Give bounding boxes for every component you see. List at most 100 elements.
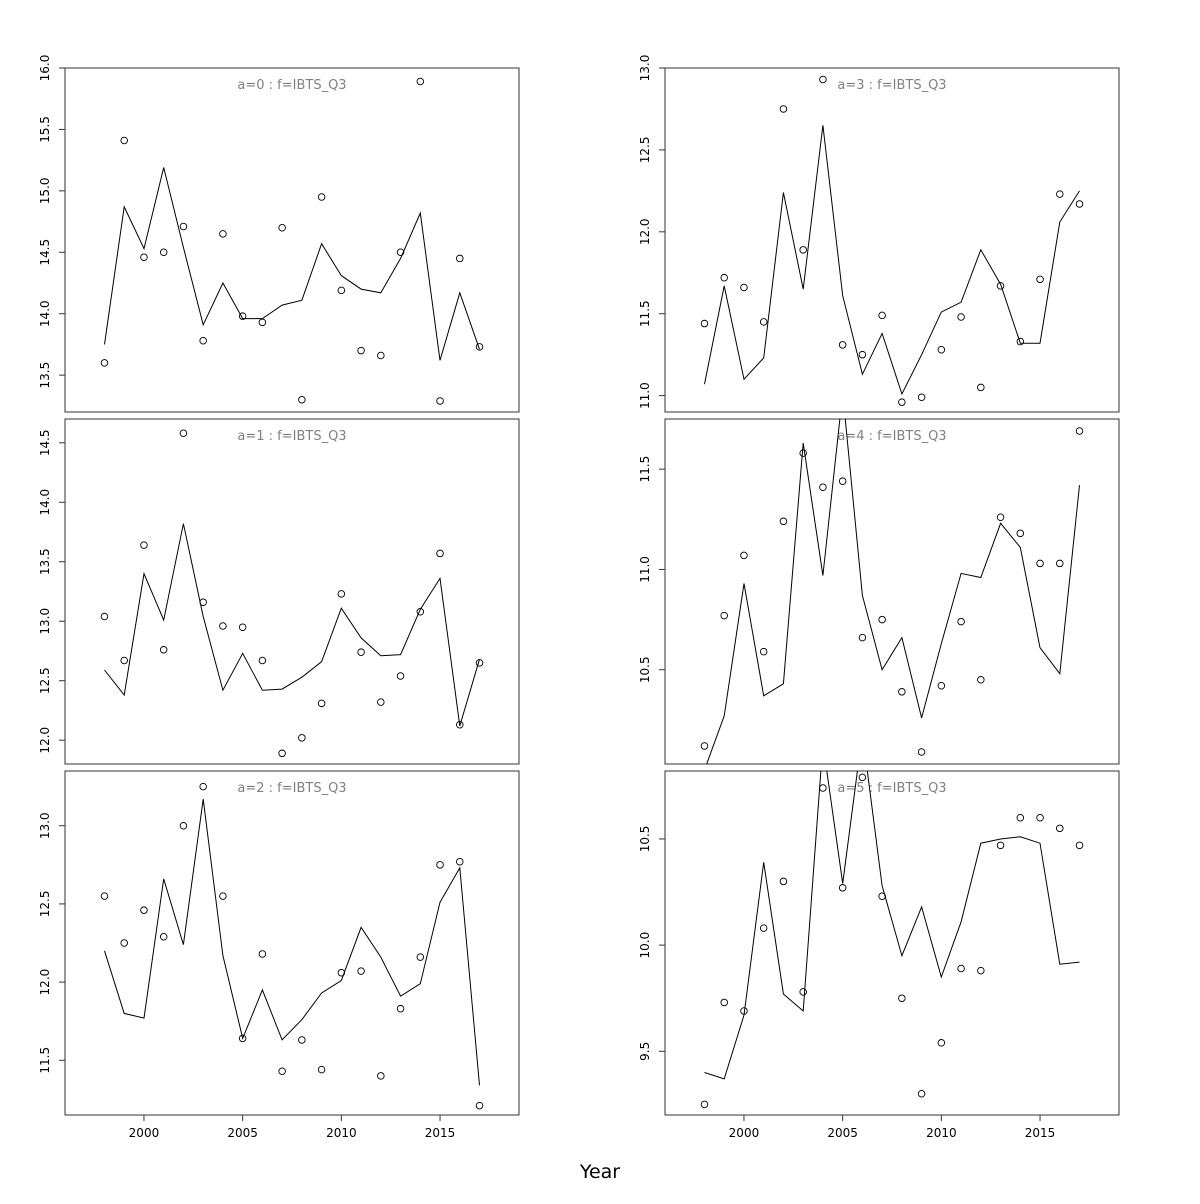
data-point bbox=[159, 248, 168, 257]
data-point bbox=[1036, 813, 1044, 822]
y-tick-label: 13.0 bbox=[38, 812, 52, 839]
data-point bbox=[100, 612, 109, 621]
data-point bbox=[1075, 427, 1084, 435]
data-point bbox=[996, 282, 1005, 290]
data-point bbox=[700, 1100, 709, 1109]
data-point bbox=[779, 517, 788, 526]
y-tick-label: 12.0 bbox=[38, 727, 52, 754]
data-point bbox=[759, 924, 768, 932]
data-point bbox=[740, 551, 748, 560]
y-tick-label: 14.0 bbox=[38, 489, 52, 516]
data-point bbox=[1056, 190, 1064, 198]
data-point bbox=[996, 841, 1005, 850]
plot-area bbox=[700, 419, 1084, 764]
data-point bbox=[278, 1067, 286, 1075]
data-point bbox=[1075, 200, 1084, 208]
panel-frame bbox=[664, 770, 1120, 1116]
data-point bbox=[898, 398, 906, 406]
y-tick-label: 12.5 bbox=[638, 137, 652, 164]
data-point bbox=[377, 351, 385, 360]
panel-title: a=4 : f=IBTS_Q3 bbox=[837, 429, 946, 444]
data-point bbox=[416, 77, 425, 86]
plot-area bbox=[100, 782, 484, 1110]
data-point bbox=[219, 622, 227, 630]
data-point bbox=[258, 656, 267, 665]
data-point bbox=[179, 429, 188, 438]
data-point bbox=[475, 1101, 484, 1110]
data-point bbox=[937, 682, 946, 690]
fitted-line bbox=[104, 523, 480, 727]
data-point bbox=[238, 623, 247, 631]
data-point bbox=[357, 648, 365, 656]
panel-frame bbox=[664, 418, 1120, 765]
data-point bbox=[436, 861, 444, 869]
y-tick-label: 11.0 bbox=[638, 556, 652, 583]
x-tick-label: 2015 bbox=[425, 1126, 456, 1140]
y-tick-label: 14.5 bbox=[38, 239, 52, 266]
data-point bbox=[740, 283, 748, 292]
data-point bbox=[977, 383, 985, 392]
data-point bbox=[898, 688, 906, 696]
panel-frame bbox=[64, 770, 520, 1116]
y-tick-label: 12.0 bbox=[38, 969, 52, 996]
y-tick-label: 14.5 bbox=[38, 429, 52, 456]
data-point bbox=[140, 541, 148, 549]
data-point bbox=[838, 477, 847, 485]
panel-1: 12.0 12.5 13.0 13.5 14.0 14.5 a=1 : f=IBTS_Q3 bbox=[38, 418, 520, 765]
data-point bbox=[396, 672, 405, 680]
data-point bbox=[238, 312, 247, 320]
data-point bbox=[120, 136, 128, 145]
panel-0: 13.5 14.0 14.5 15.0 15.5 16.0 a=0 : f=IBTS_Q3 bbox=[38, 55, 520, 413]
panel-frame bbox=[664, 67, 1120, 413]
y-tick-label: 10.0 bbox=[638, 932, 652, 959]
y-tick-label: 14.0 bbox=[38, 300, 52, 327]
data-point bbox=[238, 1034, 247, 1043]
data-point bbox=[1016, 813, 1025, 822]
data-point bbox=[799, 246, 807, 254]
y-tick-label: 12.5 bbox=[38, 667, 52, 694]
data-point bbox=[799, 449, 807, 457]
data-point bbox=[219, 230, 227, 238]
data-point bbox=[1056, 559, 1064, 568]
data-point bbox=[317, 193, 326, 201]
data-point bbox=[977, 966, 985, 975]
data-point bbox=[878, 311, 886, 320]
panel-2: 11.5 12.0 12.5 13.0 2000 2005 2010 2015 a=2 : f=… bbox=[38, 770, 520, 1140]
plot-area bbox=[100, 77, 484, 405]
data-point bbox=[159, 932, 168, 941]
y-tick-label: 15.0 bbox=[38, 177, 52, 204]
x-tick-label: 2000 bbox=[129, 1126, 160, 1140]
data-point bbox=[996, 513, 1005, 522]
data-point bbox=[416, 953, 425, 961]
data-point bbox=[396, 248, 405, 257]
y-tick-label: 9.5 bbox=[638, 1042, 652, 1061]
data-point bbox=[436, 549, 444, 558]
y-tick-label: 13.0 bbox=[638, 55, 652, 82]
data-point bbox=[317, 699, 326, 708]
data-point bbox=[1036, 559, 1044, 568]
data-point bbox=[759, 647, 768, 656]
data-point bbox=[357, 967, 365, 975]
data-point bbox=[120, 939, 128, 947]
y-tick-label: 11.5 bbox=[638, 300, 652, 327]
y-tick-label: 10.5 bbox=[638, 826, 652, 853]
data-point bbox=[957, 964, 965, 973]
data-point bbox=[858, 773, 867, 782]
panel-title: a=5 : f=IBTS_Q3 bbox=[837, 781, 946, 796]
data-point bbox=[396, 1004, 405, 1013]
panel-title: a=0 : f=IBTS_Q3 bbox=[237, 78, 346, 93]
data-point bbox=[759, 318, 768, 326]
fitted-line bbox=[104, 167, 480, 361]
y-tick-label: 15.5 bbox=[38, 116, 52, 143]
y-tick-label: 11.5 bbox=[38, 1047, 52, 1074]
panel-frame bbox=[64, 67, 520, 413]
data-point bbox=[1016, 337, 1025, 346]
data-point bbox=[779, 105, 788, 113]
data-point bbox=[298, 395, 306, 404]
x-tick-label: 2000 bbox=[729, 1126, 760, 1140]
data-point bbox=[199, 782, 207, 791]
data-point bbox=[838, 884, 847, 892]
data-point bbox=[957, 313, 965, 321]
data-point bbox=[917, 393, 926, 402]
data-point bbox=[957, 617, 965, 626]
